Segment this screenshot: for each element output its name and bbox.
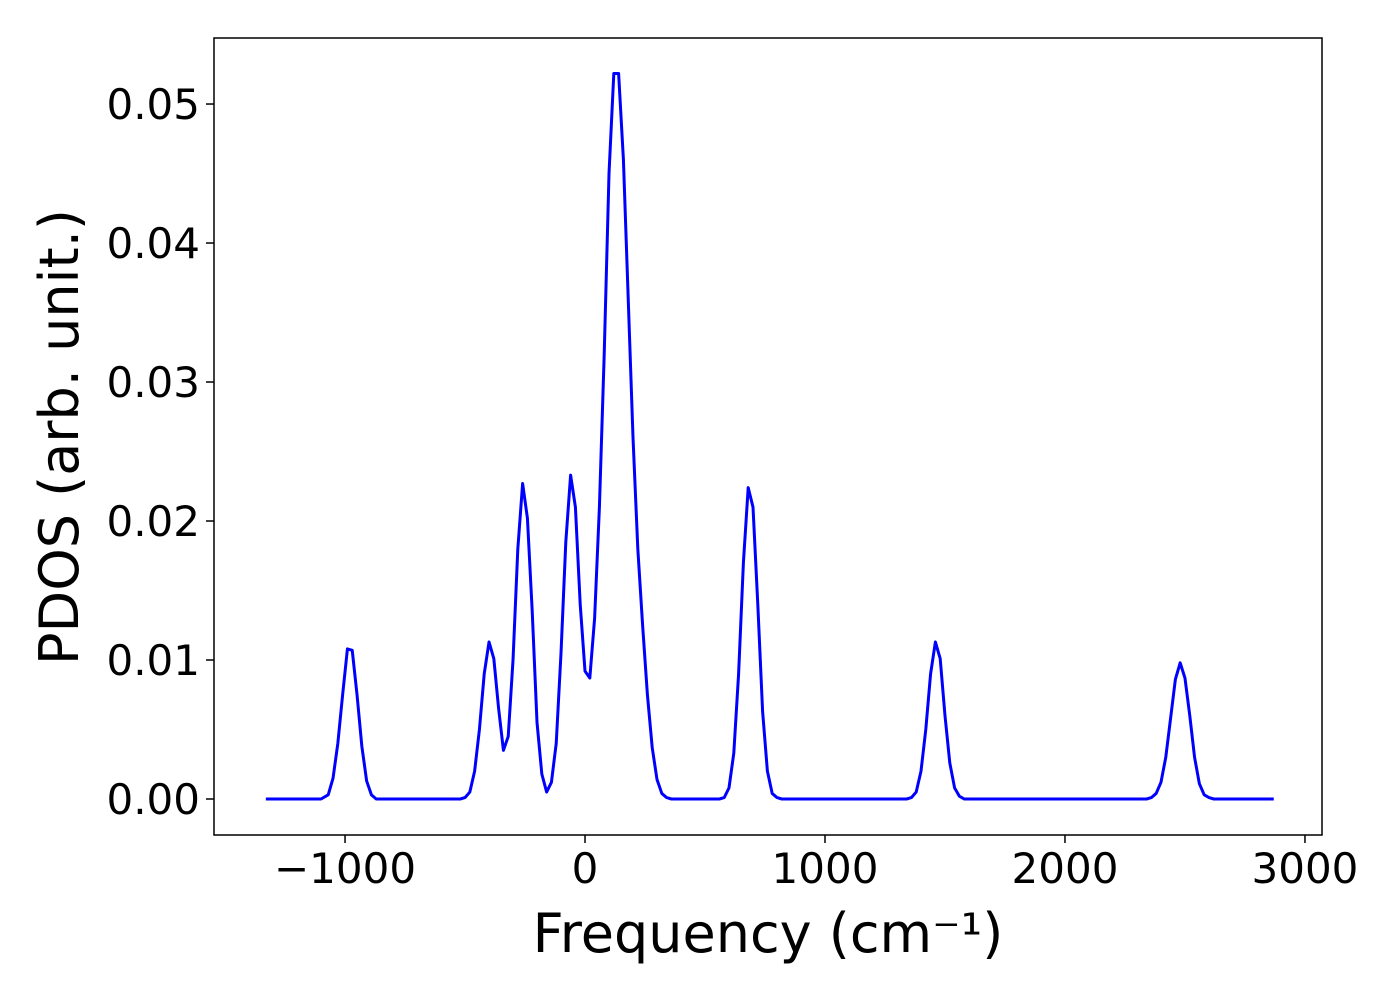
x-axis-label: Frequency (cm⁻¹) bbox=[533, 902, 1004, 965]
x-tick-label: 2000 bbox=[1012, 844, 1119, 893]
x-tick-label: 1000 bbox=[772, 844, 879, 893]
x-tick-label: 0 bbox=[572, 844, 599, 893]
y-axis-label: PDOS (arb. unit.) bbox=[28, 209, 91, 665]
y-tick-label: 0.01 bbox=[106, 636, 200, 685]
x-tick-label: −1000 bbox=[274, 844, 416, 893]
y-tick-label: 0.03 bbox=[106, 358, 200, 407]
y-tick-label: 0.02 bbox=[106, 497, 200, 546]
data-line bbox=[265, 71, 1274, 801]
y-tick-label: 0.00 bbox=[106, 775, 200, 824]
y-tick-label: 0.04 bbox=[106, 219, 200, 268]
x-tick-label: 3000 bbox=[1252, 844, 1359, 893]
y-tick-label: 0.05 bbox=[106, 80, 200, 129]
plot-frame bbox=[213, 37, 1323, 836]
